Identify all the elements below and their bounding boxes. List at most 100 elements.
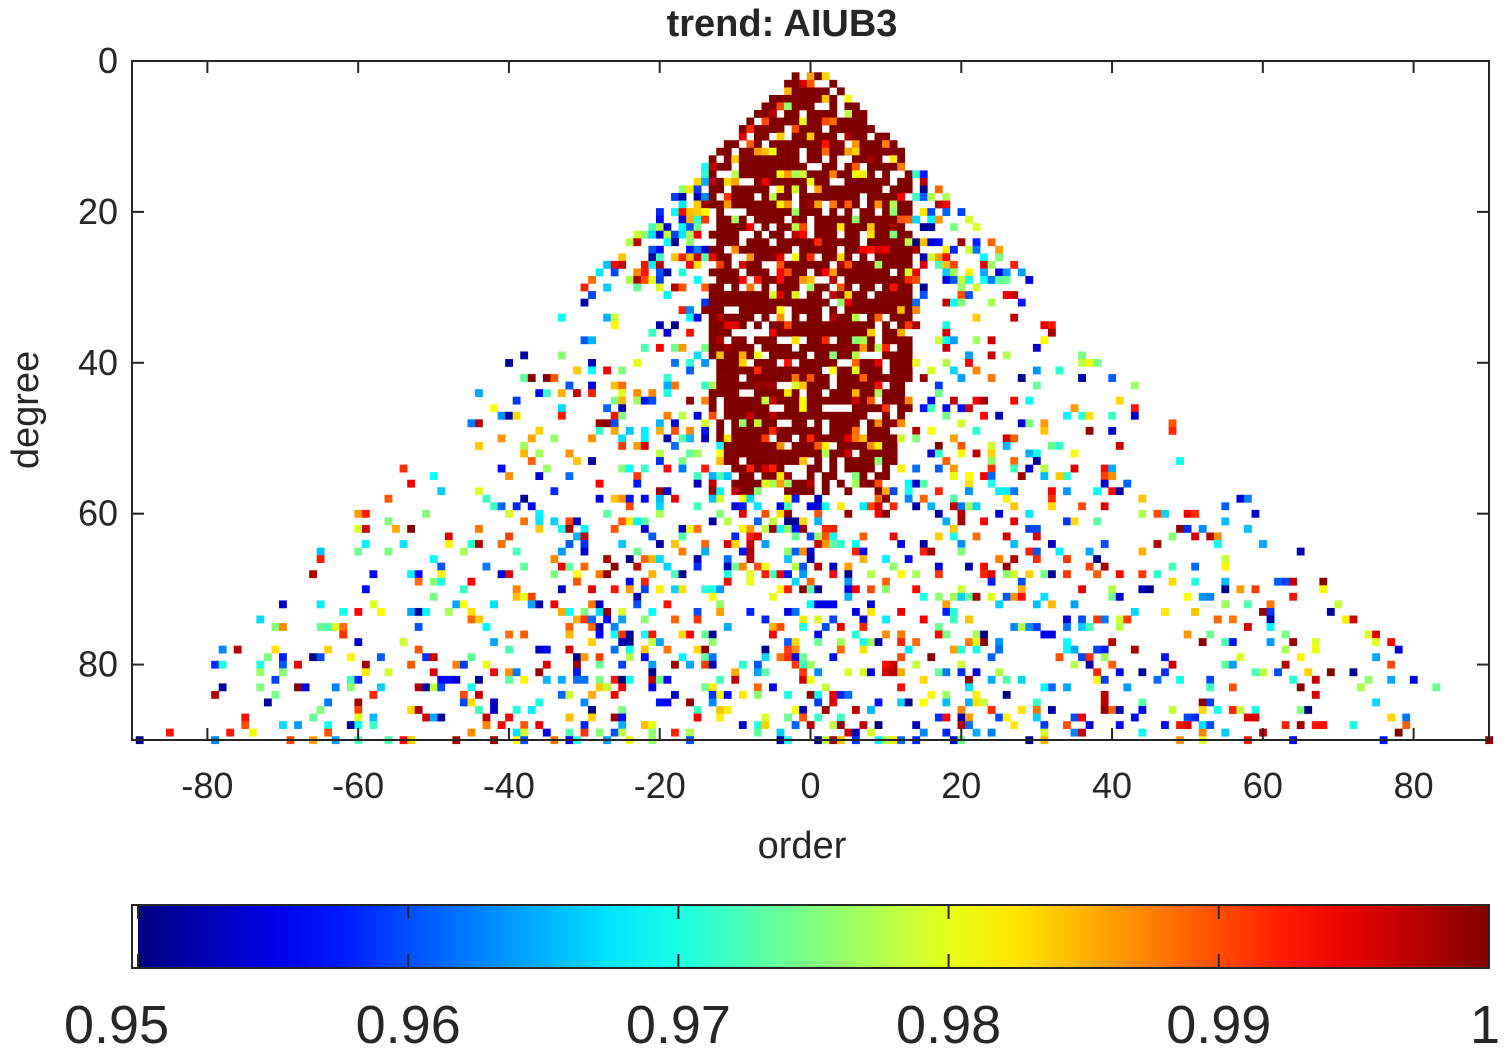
- heatmap-cell: [814, 585, 823, 594]
- heatmap-cell: [904, 291, 913, 299]
- heatmap-cell: [919, 540, 928, 548]
- heatmap-cell: [829, 351, 838, 360]
- heatmap-cell: [776, 147, 785, 156]
- heatmap-cell: [814, 283, 823, 292]
- heatmap-cell: [836, 283, 845, 292]
- heatmap-cell: [919, 728, 928, 737]
- heatmap-cell: [1047, 540, 1056, 548]
- heatmap-cell: [1221, 585, 1230, 594]
- heatmap-cell: [814, 238, 823, 247]
- heatmap-cell: [867, 200, 875, 209]
- heatmap-cell: [821, 110, 830, 118]
- heatmap-cell: [776, 623, 785, 631]
- heatmap-cell: [761, 653, 770, 662]
- heatmap-cell: [942, 359, 951, 367]
- heatmap-cell: [957, 449, 966, 458]
- heatmap-cell: [761, 389, 770, 398]
- heatmap-cell: [829, 132, 838, 141]
- heatmap-cell: [769, 102, 777, 111]
- heatmap-cell: [738, 313, 747, 322]
- heatmap-cell: [821, 215, 830, 224]
- heatmap-cell: [746, 245, 755, 254]
- heatmap-cell: [836, 313, 845, 322]
- heatmap-cell: [821, 359, 830, 367]
- heatmap-cell: [769, 630, 777, 639]
- heatmap-cell: [595, 600, 604, 609]
- heatmap-cell: [723, 404, 732, 413]
- heatmap-cell: [806, 472, 815, 481]
- heatmap-cell: [1085, 721, 1094, 729]
- heatmap-cell: [686, 185, 694, 194]
- heatmap-cell: [927, 193, 936, 201]
- heatmap-cell: [867, 638, 875, 646]
- heatmap-cell: [1055, 653, 1064, 662]
- heatmap-cell: [851, 306, 860, 315]
- heatmap-cell: [633, 479, 642, 488]
- heatmap-cell: [671, 728, 679, 737]
- heatmap-cell: [671, 426, 679, 435]
- heatmap-cell: [686, 238, 694, 247]
- heatmap-cell: [776, 253, 785, 262]
- heatmap-cell: [618, 366, 627, 375]
- heatmap-cell: [972, 645, 981, 654]
- heatmap-cell: [1243, 600, 1252, 609]
- heatmap-cell: [957, 238, 966, 247]
- heatmap-cell: [731, 449, 740, 458]
- heatmap-cell: [701, 306, 710, 315]
- heatmap-cell: [648, 721, 657, 729]
- heatmap-cell: [1100, 706, 1109, 714]
- heatmap-cell: [897, 359, 906, 367]
- heatmap-cell: [806, 94, 815, 103]
- heatmap-cell: [663, 487, 672, 496]
- heatmap-cell: [799, 170, 808, 179]
- heatmap-cell: [655, 494, 664, 503]
- heatmap-cell: [746, 607, 755, 616]
- heatmap-cell: [1168, 562, 1177, 571]
- heatmap-cell: [640, 260, 649, 269]
- heatmap-cell: [874, 419, 883, 428]
- heatmap-cell: [934, 668, 943, 677]
- heatmap-cell: [791, 404, 800, 413]
- heatmap-cell: [731, 223, 740, 232]
- heatmap-cell: [897, 343, 906, 352]
- heatmap-cell: [640, 585, 649, 594]
- heatmap-cell: [882, 374, 890, 382]
- heatmap-cell: [1236, 585, 1245, 594]
- heatmap-cell: [882, 306, 890, 315]
- heatmap-cell: [814, 426, 823, 435]
- heatmap-cell: [1213, 532, 1222, 541]
- heatmap-cell: [821, 381, 830, 390]
- heatmap-cell: [784, 117, 792, 126]
- heatmap-cell: [1221, 728, 1230, 737]
- heatmap-cell: [708, 245, 717, 254]
- heatmap-cell: [882, 238, 890, 247]
- heatmap-cell: [746, 381, 755, 390]
- heatmap-cell: [459, 660, 468, 669]
- heatmap-cell: [701, 170, 710, 179]
- heatmap-cell: [1032, 713, 1041, 722]
- heatmap-cell: [723, 577, 732, 586]
- heatmap-cell: [769, 351, 777, 360]
- heatmap-cell: [949, 502, 958, 511]
- heatmap-cell: [618, 721, 627, 729]
- heatmap-cell: [784, 291, 792, 299]
- heatmap-cell: [746, 193, 755, 201]
- heatmap-cell: [836, 690, 845, 699]
- heatmap-cell: [867, 457, 875, 465]
- heatmap-cell: [814, 381, 823, 390]
- heatmap-cell: [716, 260, 725, 269]
- heatmap-cell: [339, 623, 348, 631]
- heatmap-cell: [573, 615, 581, 624]
- heatmap-cell: [799, 487, 808, 496]
- heatmap-cell: [746, 426, 755, 435]
- heatmap-cell: [731, 170, 740, 179]
- heatmap-cell: [716, 366, 725, 375]
- x-axis-label: order: [758, 825, 847, 867]
- heatmap-cell: [565, 524, 574, 533]
- heatmap-cell: [1017, 472, 1026, 481]
- heatmap-cell: [912, 502, 921, 511]
- heatmap-cell: [655, 509, 664, 518]
- heatmap-cell: [799, 200, 808, 209]
- heatmap-cell: [723, 230, 732, 239]
- heatmap-cell: [279, 653, 287, 662]
